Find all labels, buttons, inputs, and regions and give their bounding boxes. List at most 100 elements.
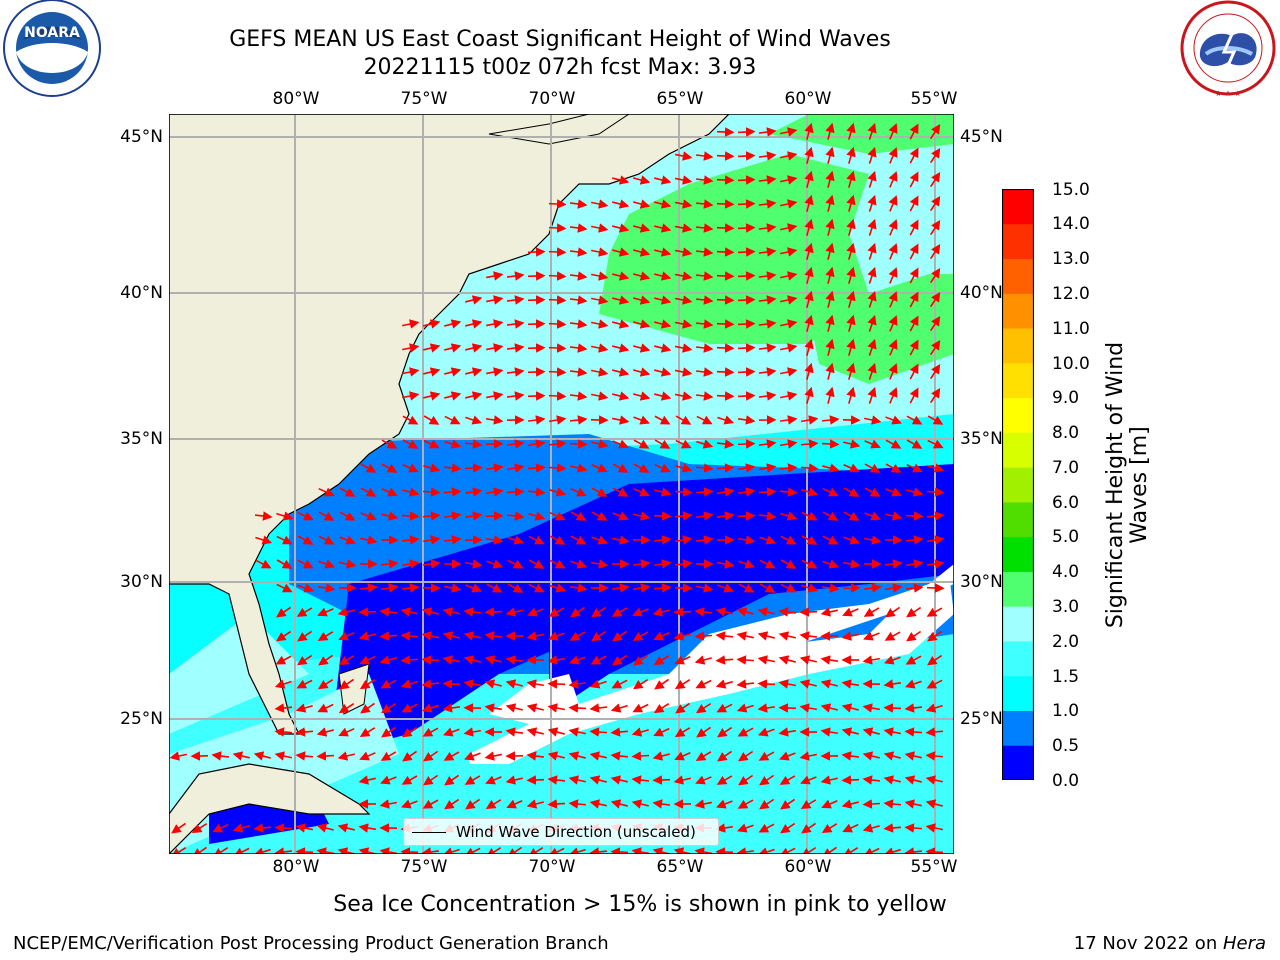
- lon-label: 75°W: [400, 89, 448, 109]
- wind-arrow: [421, 703, 439, 713]
- wind-arrow: [548, 199, 567, 209]
- wind-arrow: [274, 727, 293, 737]
- wind-arrow: [505, 607, 523, 617]
- wind-arrow: [339, 511, 356, 521]
- wind-arrow: [380, 583, 399, 593]
- wind-arrow: [653, 559, 672, 569]
- wind-arrow: [360, 463, 377, 473]
- wind-arrow: [633, 199, 651, 209]
- wind-arrow: [485, 415, 504, 425]
- wind-arrow: [380, 559, 399, 569]
- wind-arrow: [929, 291, 941, 308]
- wind-arrow: [674, 487, 693, 497]
- wind-arrow: [695, 319, 714, 329]
- wind-arrow: [695, 223, 714, 233]
- wind-arrow: [737, 319, 756, 329]
- lat-label: 30°N: [960, 572, 1003, 592]
- wind-arrow: [633, 367, 651, 377]
- wind-arrow: [929, 339, 941, 356]
- wind-arrow: [846, 218, 856, 236]
- wind-arrow: [778, 631, 796, 641]
- wind-arrow: [591, 535, 608, 545]
- wind-arrow: [464, 751, 481, 761]
- colorbar-segment: [1002, 293, 1034, 329]
- wind-arrow: [569, 439, 588, 449]
- wind-arrow: [694, 799, 713, 809]
- wind-arrow: [737, 415, 756, 425]
- wind-arrow: [736, 655, 755, 665]
- wind-arrow: [317, 631, 334, 641]
- wind-arrow: [695, 487, 714, 497]
- lon-label: 75°W: [400, 857, 448, 877]
- wind-arrow: [841, 679, 860, 689]
- wind-arrow: [423, 367, 441, 377]
- wind-arrow: [759, 774, 775, 786]
- wind-arrow: [297, 559, 314, 569]
- wind-arrow: [465, 367, 483, 377]
- wind-arrow: [800, 846, 817, 854]
- wind-arrow: [423, 391, 441, 401]
- wind-arrow: [379, 607, 398, 617]
- wind-arrow: [925, 703, 943, 713]
- wind-arrow: [211, 751, 230, 761]
- wind-arrow: [464, 775, 481, 785]
- wind-arrow: [611, 535, 630, 545]
- wind-arrow: [822, 463, 840, 473]
- lat-label: 30°N: [120, 572, 163, 592]
- wind-arrow: [780, 175, 798, 185]
- wind-arrow: [715, 607, 733, 617]
- wind-arrow: [589, 799, 607, 809]
- wind-arrow: [801, 511, 818, 521]
- wind-arrow: [675, 415, 692, 425]
- wind-arrow: [653, 703, 670, 714]
- wind-arrow: [715, 823, 734, 833]
- wind-arrow: [444, 583, 462, 593]
- wind-arrow: [401, 511, 420, 521]
- colorbar-tick: 6.0: [1052, 493, 1080, 513]
- wind-arrow: [570, 535, 587, 545]
- wind-arrow: [716, 439, 735, 449]
- wind-arrow: [716, 319, 735, 329]
- wind-arrow: [569, 247, 588, 257]
- wind-arrow: [442, 703, 461, 713]
- wind-arrow: [505, 727, 524, 737]
- wind-arrow: [737, 463, 756, 473]
- wind-arrow: [569, 367, 588, 377]
- wind-arrow: [423, 319, 441, 329]
- lon-label: 65°W: [656, 89, 704, 109]
- wind-arrow: [358, 775, 376, 785]
- wind-arrow: [296, 679, 313, 689]
- noaa-logo-text: NOARA: [24, 25, 80, 41]
- wind-arrow: [632, 559, 651, 569]
- wind-arrow: [254, 511, 273, 521]
- wind-arrow: [862, 751, 880, 761]
- wind-arrow: [888, 195, 898, 212]
- wind-arrow: [758, 751, 775, 761]
- wind-arrow: [589, 751, 607, 761]
- wind-arrow: [738, 583, 755, 593]
- lat-label: 45°N: [960, 127, 1003, 147]
- wind-arrow: [758, 127, 777, 137]
- wind-arrow: [463, 607, 482, 617]
- wind-arrow: [591, 367, 609, 377]
- colorbar-tick: 1.5: [1052, 667, 1080, 687]
- footer-host: Hera: [1222, 933, 1266, 954]
- wind-arrow: [885, 606, 901, 618]
- wind-arrow: [337, 607, 355, 617]
- wind-arrow: [716, 703, 733, 713]
- wind-arrow: [276, 583, 293, 593]
- wind-arrow: [360, 487, 377, 497]
- wind-arrow: [926, 487, 945, 497]
- wind-arrow: [804, 266, 814, 284]
- wind-arrow: [846, 290, 856, 308]
- wind-arrow: [526, 799, 544, 809]
- wind-arrow: [423, 774, 439, 786]
- wind-arrow: [757, 679, 776, 689]
- wind-arrow: [825, 314, 835, 332]
- wind-arrow: [547, 727, 565, 737]
- ice-note: Sea Ice Concentration > 15% is shown in …: [333, 892, 947, 917]
- wind-arrow: [864, 439, 881, 449]
- wind-arrow: [716, 367, 735, 377]
- wind-arrow: [568, 655, 586, 665]
- wind-arrow: [632, 631, 649, 641]
